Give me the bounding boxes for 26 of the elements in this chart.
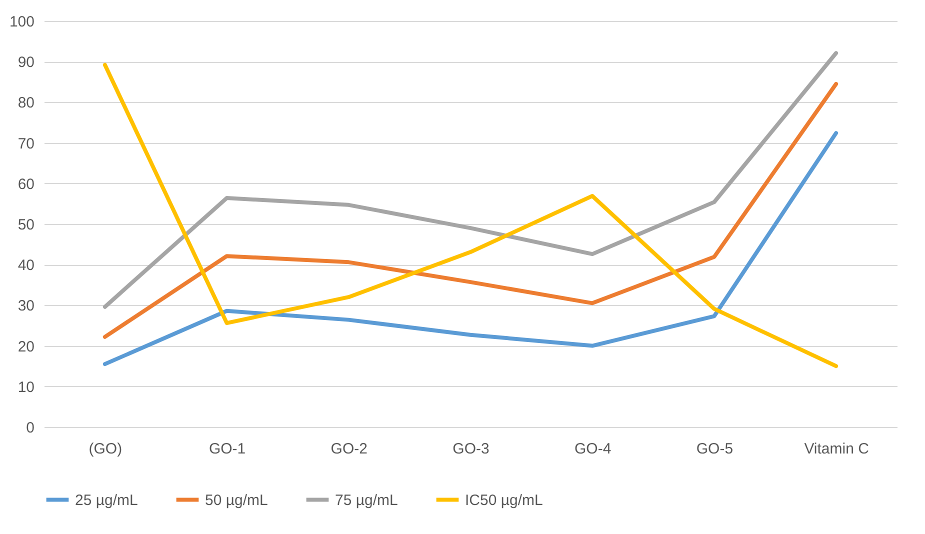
x-tick-label: Vitamin C — [804, 440, 870, 458]
y-tick-label: 60 — [18, 176, 34, 193]
x-tick-label: GO-1 — [208, 440, 246, 458]
y-tick-label: 50 — [18, 216, 34, 234]
y-tick-label: 70 — [18, 135, 34, 152]
y-tick-label: 100 — [9, 14, 34, 30]
line-series — [102, 82, 838, 339]
legend-label: 50 µg/mL — [205, 492, 268, 509]
x-tick-label: GO-2 — [330, 440, 368, 458]
y-tick-label: 20 — [18, 338, 34, 356]
y-tick-label: 80 — [18, 94, 34, 112]
line-series — [102, 131, 838, 366]
y-tick-label: 10 — [18, 378, 34, 396]
line-series — [102, 62, 838, 368]
legend-label: IC50 µg/mL — [465, 492, 543, 509]
y-tick-label: 0 — [26, 420, 34, 436]
x-tick-label: GO-5 — [696, 440, 734, 458]
x-tick-label: GO-3 — [452, 440, 490, 458]
legend-label: 25 µg/mL — [75, 492, 138, 509]
y-tick-label: 30 — [18, 298, 34, 315]
x-tick-label: (GO) — [88, 440, 122, 458]
y-tick-label: 90 — [18, 54, 34, 72]
legend-label: 75 µg/mL — [335, 492, 398, 509]
y-tick-label: 40 — [18, 257, 34, 274]
x-tick-label: GO-4 — [574, 440, 612, 458]
line-series — [102, 51, 838, 309]
